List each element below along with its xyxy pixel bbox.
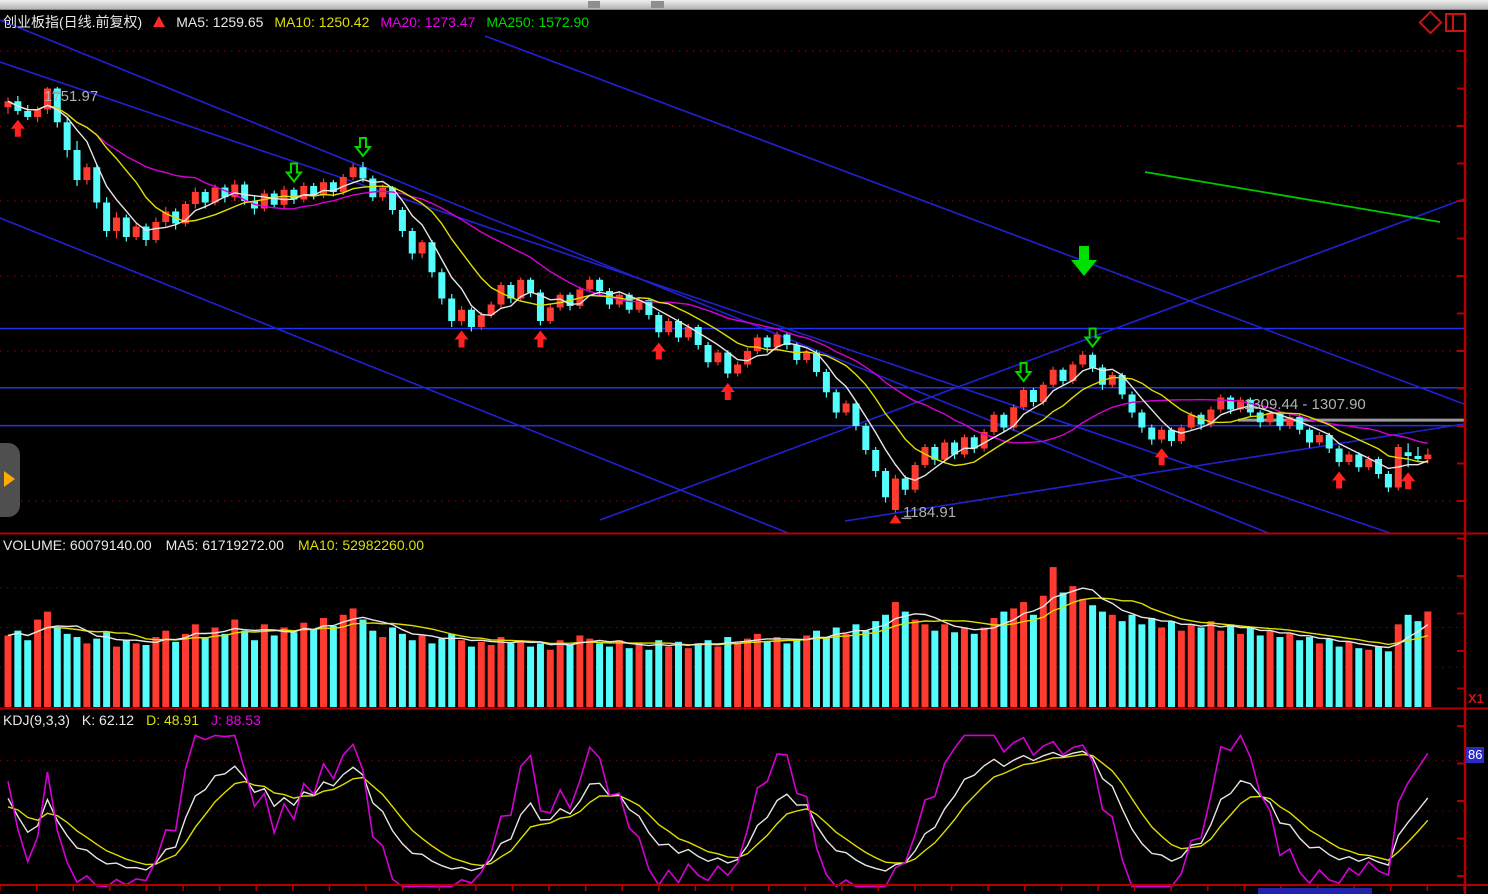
segment-price-label: 1309.44 - 1307.90: [1244, 396, 1366, 413]
kdj-k-readout: K: 62.12: [81, 712, 135, 728]
ma5-readout: MA5: 1259.65: [176, 14, 264, 30]
kdj-title: KDJ(9,3,3): [3, 712, 70, 728]
sell-signal-arrow: [284, 162, 303, 184]
sell-signal-arrow: [1014, 362, 1033, 383]
volume-ma10-readout: MA10: 52982260.00: [297, 537, 425, 553]
kdj-axis-value-badge: 86: [1466, 747, 1485, 763]
sidebar-expand-handle[interactable]: [0, 443, 20, 517]
buy-signal-arrow: [651, 342, 666, 360]
low-marker: [889, 514, 902, 524]
ma20-readout: MA20: 1273.47: [380, 14, 476, 30]
volume-scale-label: X1: [1468, 691, 1484, 706]
buy-signal-arrow: [1401, 472, 1416, 490]
volume-header: VOLUME: 60079140.00 MA5: 61719272.00 MA1…: [3, 537, 424, 553]
volume-readout: VOLUME: 60079140.00: [3, 537, 152, 553]
ma10-readout: MA10: 1250.42: [274, 14, 370, 30]
selected-date-highlight[interactable]: [1258, 888, 1372, 894]
trend-up-icon: [153, 15, 166, 27]
split-pane-icon[interactable]: [1445, 13, 1466, 32]
scrollbar-notch: [588, 1, 600, 8]
high-price-label: 1751.97: [44, 88, 99, 105]
main-chart-header: 创业板指(日线.前复权) MA5: 1259.65 MA10: 1250.42 …: [3, 12, 589, 32]
buy-signal-arrow: [10, 119, 25, 137]
sell-signal-arrow: [353, 137, 373, 158]
split-pane-divider: [1452, 15, 1454, 30]
low-price-label: 1184.91: [903, 504, 957, 521]
kdj-header: KDJ(9,3,3) K: 62.12 D: 48.91 J: 88.53: [3, 712, 261, 728]
volume-ma5-readout: MA5: 61719272.00: [165, 537, 284, 553]
top-scrollbar[interactable]: [0, 0, 1488, 10]
kdj-d-readout: D: 48.91: [146, 712, 200, 728]
buy-signal-arrow: [533, 330, 548, 348]
expand-arrow-icon: [4, 471, 15, 487]
buy-signal-arrow: [1332, 471, 1347, 489]
sell-signal-arrow: [1083, 327, 1102, 349]
alert-down-arrow: [1071, 246, 1097, 276]
scrollbar-notch: [651, 1, 664, 8]
ma250-readout: MA250: 1572.90: [486, 14, 590, 30]
instrument-title: 创业板指(日线.前复权): [3, 14, 143, 30]
buy-signal-arrow: [1154, 448, 1169, 466]
buy-signal-arrow: [720, 383, 735, 400]
kdj-j-readout: J: 88.53: [211, 712, 261, 728]
buy-signal-arrow: [454, 330, 469, 348]
